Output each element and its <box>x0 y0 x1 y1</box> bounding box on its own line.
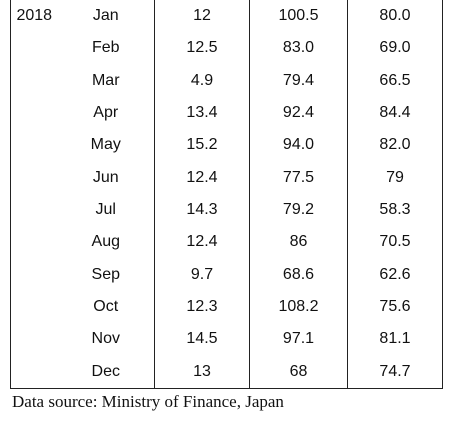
table-row: Apr 13.4 92.4 84.4 <box>10 96 443 130</box>
value-cell-3: 66.5 <box>347 64 443 97</box>
value-cell-3: 70.5 <box>347 226 443 259</box>
value-cell-3: 80.0 <box>347 0 443 33</box>
value-cell-3: 69.0 <box>347 32 443 65</box>
year-cell: 2018 <box>10 0 58 33</box>
data-source-note: Data source: Ministry of Finance, Japan <box>12 392 284 411</box>
table-row: May 15.2 94.0 82.0 <box>10 129 443 162</box>
value-cell-3: 84.4 <box>347 96 443 130</box>
value-cell-2: 79.2 <box>249 193 348 227</box>
table-row: Oct 12.3 108.2 75.6 <box>10 290 443 324</box>
value-cell-1: 12.3 <box>154 290 250 324</box>
value-cell-2: 92.4 <box>249 96 348 130</box>
month-cell: Apr <box>93 104 119 122</box>
value-cell-2: 97.1 <box>249 323 348 356</box>
year-cell <box>10 32 58 65</box>
table-row: 2018 Jan 12 100.5 80.0 <box>10 0 443 33</box>
year-cell <box>10 323 58 356</box>
month-cell: Dec <box>57 355 155 389</box>
value-cell-2: 83.0 <box>249 32 348 65</box>
table-row: Jul 14.3 79.2 58.3 <box>10 193 443 227</box>
month-cell: Aug <box>91 233 120 251</box>
value-cell-2: 94.0 <box>249 129 348 162</box>
value-cell-3: 58.3 <box>347 193 443 227</box>
year-cell <box>10 355 58 389</box>
monthly-data-table: 2018 Jan 12 100.5 80.0 Feb 12.5 83.0 69.0 Mar 4.9 7… <box>10 0 443 389</box>
value-cell-2: 68.6 <box>249 258 348 291</box>
value-cell-1: 12.4 <box>154 161 250 194</box>
table-row: Dec 13 68 74.7 <box>10 355 443 389</box>
year-cell <box>10 290 58 324</box>
month-cell: May <box>90 136 121 154</box>
value-cell-3: 75.6 <box>347 290 443 324</box>
value-cell-1: 13 <box>154 355 250 389</box>
table-body: 2018 Jan 12 100.5 80.0 Feb 12.5 83.0 69.0 Mar 4.9 7… <box>10 0 443 389</box>
table-row: Nov 14.5 97.1 81.1 <box>10 323 443 356</box>
value-cell-1: 13.4 <box>154 96 250 130</box>
year-cell <box>10 96 58 130</box>
month-cell: Jul <box>95 201 116 219</box>
value-cell-3: 74.7 <box>347 355 443 389</box>
value-cell-3: 79 <box>347 161 443 194</box>
year-cell <box>10 129 58 162</box>
value-cell-1: 12.5 <box>154 32 250 65</box>
month-cell: Mar <box>91 71 120 89</box>
value-cell-2: 100.5 <box>249 0 348 33</box>
table-row: Sep 9.7 68.6 62.6 <box>10 258 443 291</box>
value-cell-1: 12 <box>154 0 250 33</box>
month-cell: Jan <box>92 7 119 25</box>
value-cell-1: 14.5 <box>154 323 250 356</box>
value-cell-3: 82.0 <box>347 129 443 162</box>
value-cell-2: 68 <box>249 355 348 389</box>
month-cell: Jun <box>92 168 119 186</box>
value-cell-3: 62.6 <box>347 258 443 291</box>
value-cell-2: 108.2 <box>249 290 348 324</box>
value-cell-3: 81.1 <box>347 323 443 356</box>
year-cell <box>10 161 58 194</box>
value-cell-1: 12.4 <box>154 226 250 259</box>
month-cell: Feb <box>91 39 120 57</box>
table-row: Mar 4.9 79.4 66.5 <box>10 64 443 97</box>
value-cell-1: 9.7 <box>154 258 250 291</box>
year-cell <box>10 64 58 97</box>
year-cell <box>10 258 58 291</box>
year-cell <box>10 226 58 259</box>
value-cell-2: 86 <box>249 226 348 259</box>
data-table-container: 2018 Jan 12 100.5 80.0 Feb 12.5 83.0 69.0 Mar 4.9 7… <box>10 0 443 389</box>
value-cell-2: 77.5 <box>249 161 348 194</box>
value-cell-1: 4.9 <box>154 64 250 97</box>
month-cell: Sep <box>91 265 120 283</box>
month-cell: Nov <box>91 330 120 348</box>
year-cell <box>10 193 58 227</box>
table-row: Aug 12.4 86 70.5 <box>10 226 443 259</box>
table-row: Jun 12.4 77.5 79 <box>10 161 443 194</box>
value-cell-2: 79.4 <box>249 64 348 97</box>
value-cell-1: 15.2 <box>154 129 250 162</box>
month-cell: Oct <box>93 298 119 316</box>
table-row: Feb 12.5 83.0 69.0 <box>10 32 443 65</box>
value-cell-1: 14.3 <box>154 193 250 227</box>
